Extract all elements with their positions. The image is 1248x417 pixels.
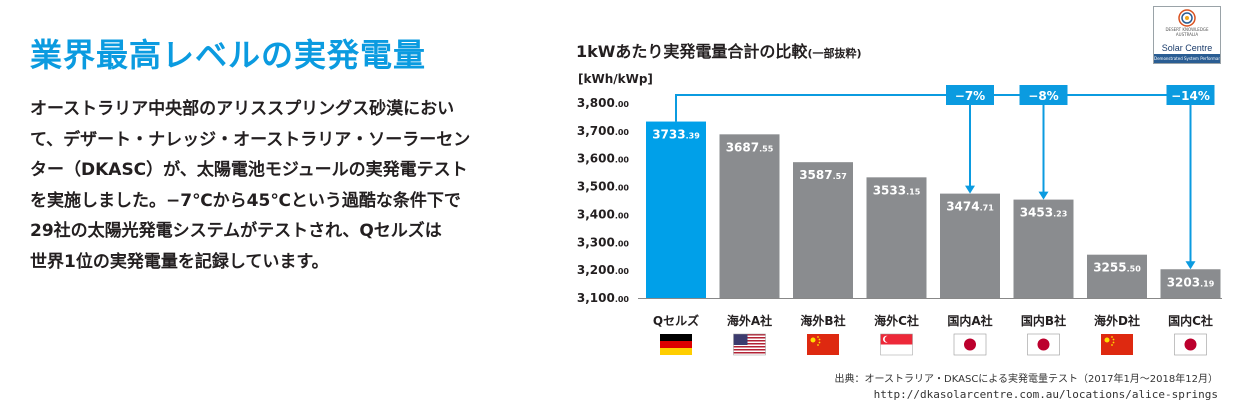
category-label: 海外B社 [800, 313, 845, 328]
bar-value-label: 3474.71 [946, 200, 994, 214]
bar-value-label: 3733.39 [652, 128, 700, 142]
body-line: 世界1位の実発電量を記録しています。 [30, 251, 329, 272]
bar [1160, 269, 1221, 298]
category-label: 国内C社 [1168, 313, 1213, 328]
chart-title: 1kWあたり実発電量合計の比較(一部抜粋) [576, 38, 862, 62]
chart-title-text: 1kWあたり実発電量合計の比較 [576, 42, 808, 61]
y-tick-label: 3,600.00 [577, 152, 630, 166]
bar-value-label: 3453.23 [1020, 206, 1068, 220]
comparison-line [675, 94, 1191, 122]
comparison-badge-label: −8% [1028, 89, 1058, 103]
y-tick-label: 3,300.00 [577, 235, 630, 249]
arrow-down-icon [965, 185, 975, 194]
arrow-down-icon [1185, 261, 1196, 270]
category-label: 国内A社 [947, 313, 992, 328]
logo-band-text: Demonstrated System Performance [1154, 54, 1220, 63]
bar [1087, 254, 1147, 298]
comparison-badge-label: −7% [955, 89, 985, 103]
bar-value-label: 3203.19 [1167, 275, 1215, 289]
bar-value-label: 3687.55 [726, 140, 774, 154]
dkasc-logo: DESERT KNOWLEDGE AUSTRALIA Solar Centre … [1153, 6, 1221, 64]
body-line: 29社の太陽光発電システムがテストされ、Qセルズは [30, 221, 442, 241]
logo-main-text: Solar Centre [1161, 43, 1213, 53]
bar [1013, 199, 1074, 298]
y-tick-label: 3,400.00 [577, 207, 630, 221]
bar-value-label: 3255.50 [1093, 261, 1141, 275]
bar-value-label: 3533.15 [873, 183, 921, 197]
y-tick-label: 3,100.00 [577, 291, 630, 305]
japan-flag-icon [1174, 333, 1207, 356]
y-tick-label: 3,500.00 [577, 180, 630, 194]
singapore-flag-icon [880, 333, 913, 356]
comparison-badge [1166, 85, 1215, 105]
china-flag-icon [807, 334, 839, 355]
chart-title-note: (一部抜粋) [807, 47, 862, 60]
comparison-badge-label: −14% [1171, 89, 1210, 103]
body-copy: オーストラリア中央部のアリススプリングス砂漠におい て、デザート・ナレッジ・オー… [30, 94, 550, 277]
germany-flag-icon [660, 334, 692, 355]
logo-small-text: DESERT KNOWLEDGE AUSTRALIA [1165, 27, 1209, 37]
category-label: Qセルズ [653, 313, 699, 328]
bar [793, 162, 853, 298]
body-line: を実施しました。−7℃から45℃という過酷な条件下で [30, 190, 461, 211]
y-tick-label: 3,700.00 [577, 124, 630, 138]
comparison-badge [946, 85, 994, 105]
bar [940, 193, 1000, 298]
bar [719, 134, 780, 298]
body-line: ター（DKASC）が、太陽電池モジュールの実発電テスト [30, 160, 468, 180]
bar-value-label: 3587.57 [799, 168, 847, 182]
category-label: 国内B社 [1021, 313, 1066, 328]
category-label: 海外C社 [874, 313, 919, 328]
y-axis-unit: [kWh/kWp] [578, 72, 653, 86]
headline: 業界最高レベルの実発電量 [30, 36, 427, 74]
sun-logo-icon [1178, 9, 1196, 27]
category-label: 海外A社 [727, 313, 772, 328]
arrow-down-icon [1038, 191, 1049, 200]
body-line: オーストラリア中央部のアリススプリングス砂漠におい [30, 99, 455, 119]
category-label: 海外D社 [1094, 313, 1140, 328]
body-line: て、デザート・ナレッジ・オーストラリア・ソーラーセン [30, 129, 471, 150]
usa-flag-icon [733, 333, 766, 356]
china-flag-icon [1101, 334, 1133, 355]
japan-flag-icon [953, 333, 987, 356]
source-url[interactable]: http://dkasolarcentre.com.au/locations/a… [873, 388, 1218, 401]
source-note: 出典：オーストラリア・DKASCによる実発電量テスト（2017年1月〜2018年… [834, 374, 1218, 385]
bar [646, 121, 706, 299]
bar [866, 177, 927, 298]
y-tick-label: 3,800.00 [577, 96, 630, 110]
y-tick-label: 3,200.00 [577, 263, 630, 277]
japan-flag-icon [1027, 333, 1060, 356]
comparison-badge [1019, 85, 1068, 105]
